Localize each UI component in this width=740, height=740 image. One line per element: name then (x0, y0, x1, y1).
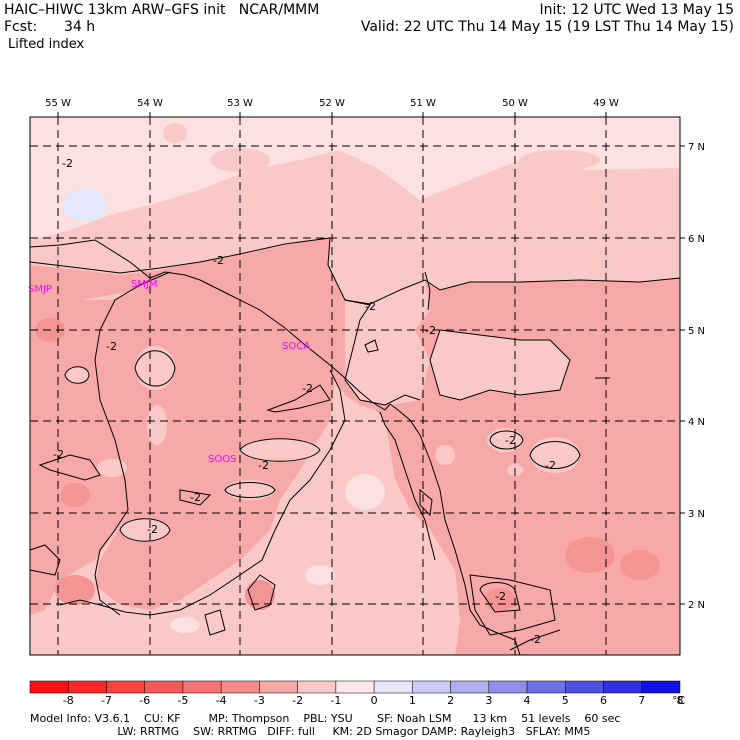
contour-label: -2 (62, 157, 73, 170)
lon-label: 54 W (137, 98, 163, 109)
colorbar-tick-label: 1 (409, 694, 416, 707)
colorbar-swatch (603, 680, 643, 694)
contour-label: -2 (530, 633, 541, 646)
pale-region-north (30, 117, 680, 240)
station-label: SMJM (131, 279, 158, 290)
colorbar-swatch (412, 680, 451, 694)
colorbar-tick-label: 2 (447, 694, 454, 707)
contour-label: -2 (53, 448, 64, 461)
colorbar-tick-label: -7 (101, 694, 112, 707)
colorbar-tick-label: -1 (330, 694, 341, 707)
forecast-hour: 34 h (64, 19, 96, 35)
lon-label: 55 W (45, 98, 71, 109)
colorbar-swatch (335, 680, 375, 694)
colorbar-swatch (373, 680, 413, 694)
colorbar-tick-label: 3 (485, 694, 492, 707)
lon-label: 51 W (410, 98, 436, 109)
colorbar-tick-label: 7 (638, 694, 645, 707)
colorbar-tick-label: -6 (139, 694, 150, 707)
colorbar-swatch (641, 680, 681, 694)
colorbar-swatch (450, 680, 490, 694)
colorbar-tick-label: -8 (63, 694, 74, 707)
model-info-line-2: LW: RRTMG SW: RRTMG DIFF: full KM: 2D Sm… (30, 725, 591, 738)
contour-lines (29, 237, 681, 651)
lat-label: 5 N (688, 326, 705, 337)
colorbar-tick-label: -3 (254, 694, 265, 707)
colorbar-swatch (144, 680, 184, 694)
field-name: Lifted index (8, 37, 85, 52)
contour-label: -2 (425, 324, 436, 337)
colorbar-tick-label: 0 (371, 694, 378, 707)
model-info-line-1: Model Info: V3.6.1 CU: KF MP: Thompson P… (30, 712, 621, 725)
colorbar-swatch (565, 680, 604, 694)
contour-label: -2 (147, 523, 158, 536)
lat-label: 6 N (688, 234, 705, 245)
forecast-label: Fcst: (4, 19, 38, 35)
colorbar-swatch (259, 680, 298, 694)
colorbar-swatch (220, 680, 260, 694)
pale-central-band (270, 390, 460, 655)
map-frame (29, 116, 681, 656)
lat-lon-grid (30, 117, 680, 655)
colorbar-tick-label: -5 (177, 694, 188, 707)
colorbar-tick-label: -4 (216, 694, 227, 707)
station-label: SOCA (282, 341, 310, 352)
colorbar-swatch (67, 680, 107, 694)
lon-label: 52 W (319, 98, 345, 109)
colorbar-tick-label: 4 (524, 694, 531, 707)
lat-label: 7 N (688, 142, 705, 153)
pale-blue-patch (63, 188, 107, 222)
colorbar-swatch (182, 680, 222, 694)
model-title: HAIC–HIWC 13km ARW–GFS init NCAR/MMM (4, 2, 320, 18)
station-label: SOOS (208, 454, 236, 465)
colorbar-swatch (29, 680, 69, 694)
colorbar-tick-label: -2 (292, 694, 303, 707)
colorbar-tick-label: 6 (600, 694, 607, 707)
lon-label: 53 W (227, 98, 253, 109)
colorbar-swatch (488, 680, 528, 694)
lat-label: 2 N (688, 600, 705, 611)
colorbar-tick-label: 8 (677, 694, 684, 707)
lat-label: 4 N (688, 417, 705, 428)
colorbar-tick-label: 5 (562, 694, 569, 707)
valid-time: Valid: 22 UTC Thu 14 May 15 (19 LST Thu … (360, 19, 734, 35)
station-label: SMJP (28, 284, 52, 295)
axis-ticks (57, 112, 685, 605)
contour-label: -2 (545, 459, 556, 472)
contour-label: -2 (213, 254, 224, 267)
lon-label: 50 W (502, 98, 528, 109)
colorbar-swatch (106, 680, 145, 694)
contour-label: -2 (258, 459, 269, 472)
contour-label: -2 (302, 382, 313, 395)
contour-label: -2 (495, 590, 506, 603)
contour-label: -2 (505, 434, 516, 447)
contour-label: -2 (190, 491, 201, 504)
lat-label: 3 N (688, 509, 705, 520)
init-time: Init: 12 UTC Wed 13 May 15 (539, 2, 734, 18)
lon-label: 49 W (593, 98, 619, 109)
colorbar: -8 -7 -6 -5 -4 -3 -2 -1 0 1 2 3 4 5 6 7 8°C (29, 680, 686, 707)
colorbar-swatch (297, 680, 337, 694)
colorbar-swatch (526, 680, 566, 694)
coastlines-and-borders (29, 239, 521, 656)
contour-label: -2 (106, 340, 117, 353)
colorbar-unit: °C (672, 694, 686, 707)
light-patch-b (430, 330, 570, 400)
contour-label: -2 (365, 300, 376, 313)
